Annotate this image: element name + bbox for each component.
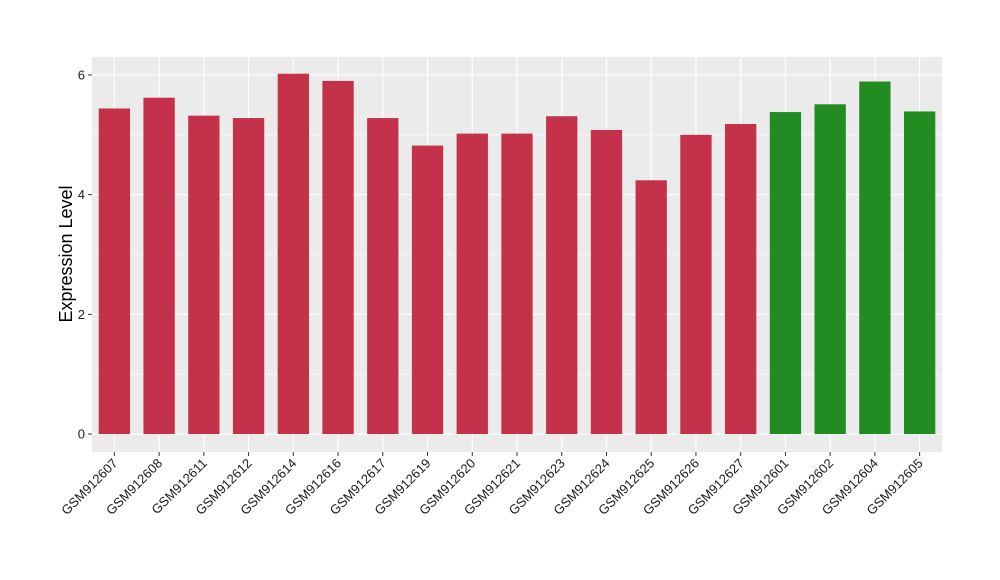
bar-GSM912601 xyxy=(769,112,802,435)
bar-GSM912623 xyxy=(546,116,578,435)
bar-GSM912627 xyxy=(725,124,757,435)
bar-GSM912607 xyxy=(98,108,131,435)
bar-GSM912602 xyxy=(814,104,846,435)
bar-GSM912616 xyxy=(322,80,354,435)
bar-GSM912604 xyxy=(859,81,891,435)
bar-GSM912626 xyxy=(680,134,712,435)
bar-GSM912625 xyxy=(635,180,667,435)
y-axis: 0 2 4 6 xyxy=(78,67,92,442)
bar-GSM912612 xyxy=(232,118,265,435)
bar-GSM912620 xyxy=(456,133,488,435)
y-tick-label: 2 xyxy=(78,307,85,322)
y-axis-title: Expression Level xyxy=(56,185,76,322)
y-tick-label: 6 xyxy=(78,67,85,82)
bar-GSM912617 xyxy=(367,118,399,435)
x-axis: GSM912607GSM912608GSM912611GSM912612GSM9… xyxy=(58,452,926,518)
bar-GSM912619 xyxy=(411,145,444,435)
bar-GSM912624 xyxy=(590,130,623,435)
y-tick-label: 0 xyxy=(78,427,85,442)
bar-GSM912611 xyxy=(188,115,220,435)
bar-GSM912605 xyxy=(903,111,936,435)
bar-GSM912621 xyxy=(501,133,533,435)
bar-GSM912608 xyxy=(143,97,175,435)
bar-GSM912614 xyxy=(277,73,309,435)
bars xyxy=(98,73,936,435)
y-tick-label: 4 xyxy=(78,187,85,202)
